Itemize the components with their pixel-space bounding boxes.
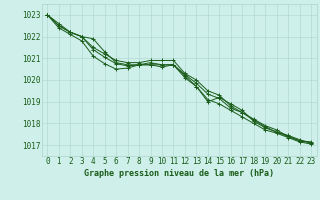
- X-axis label: Graphe pression niveau de la mer (hPa): Graphe pression niveau de la mer (hPa): [84, 169, 274, 178]
